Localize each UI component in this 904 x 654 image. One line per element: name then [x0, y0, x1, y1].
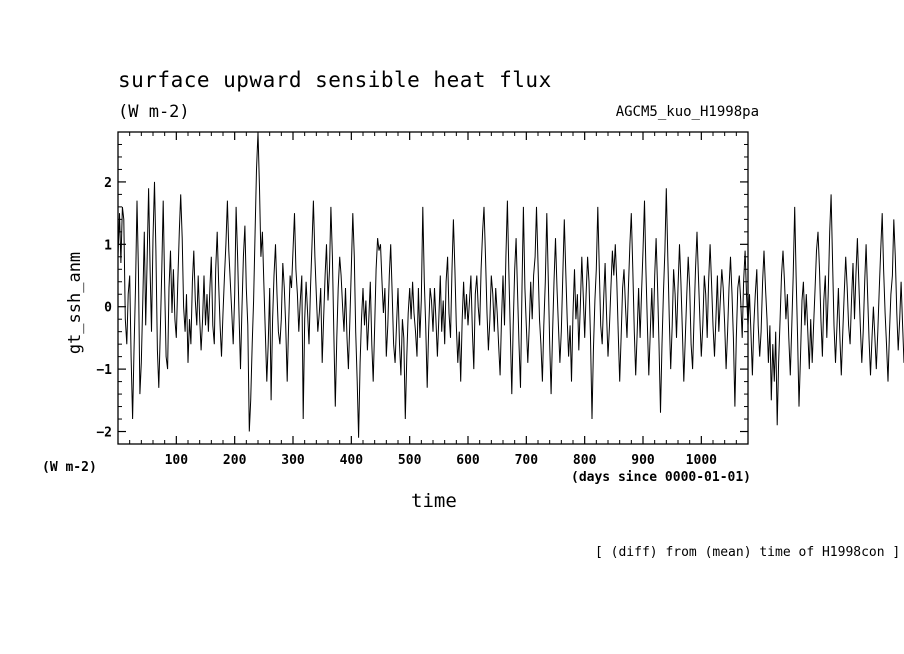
x-tick-label: 100 [165, 453, 189, 468]
model-label: AGCM5_kuo_H1998pa [615, 104, 759, 120]
x-tick-label: 800 [573, 453, 597, 468]
y-tick-label: −2 [96, 426, 112, 441]
x-tick-label: 700 [515, 453, 539, 468]
x-tick-label: 200 [223, 453, 247, 468]
y-tick-label: 0 [104, 301, 112, 316]
series-line [117, 131, 904, 438]
x-tick-label: 1000 [686, 453, 717, 468]
x-axis-label: time [411, 490, 457, 512]
plot-frame [117, 131, 749, 445]
chart-subtitle-unit: (W m-2) [118, 102, 190, 122]
footnote: [ (diff) from (mean) time of H1998con ] [595, 545, 901, 560]
y-axis-unit: (W m-2) [42, 460, 97, 475]
x-tick-label: 400 [340, 453, 364, 468]
x-tick-label: 900 [631, 453, 655, 468]
x-tick-label: 300 [281, 453, 305, 468]
chart-title: surface upward sensible heat flux [118, 68, 552, 92]
x-tick-label: 600 [456, 453, 480, 468]
y-tick-label: 1 [104, 238, 112, 253]
x-tick-label: 500 [398, 453, 422, 468]
y-tick-label: 2 [104, 176, 112, 191]
y-tick-label: −1 [96, 363, 112, 378]
x-axis-unit: (days since 0000-01-01) [571, 470, 752, 485]
